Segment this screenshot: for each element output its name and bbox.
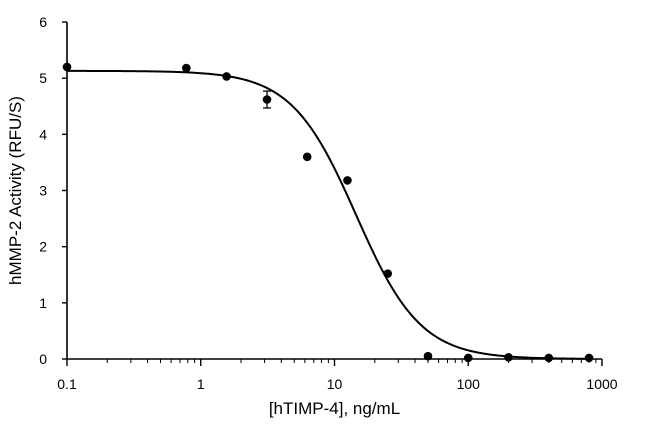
data-point	[262, 95, 272, 104]
data-point	[463, 353, 473, 363]
fit-curve	[67, 69, 590, 360]
x-tick-label: 1	[197, 376, 205, 392]
x-axis-title: [hTIMP-4], ng/mL	[269, 399, 400, 418]
y-tick-label: 4	[39, 126, 47, 142]
data-point	[222, 72, 231, 81]
data-point	[302, 152, 312, 162]
data-point	[504, 353, 513, 362]
data-point	[544, 353, 554, 363]
y-tick-label: 6	[39, 14, 47, 30]
y-tick-label: 1	[39, 295, 47, 311]
x-tick-label: 0.1	[57, 376, 77, 392]
y-tick-label: 5	[39, 70, 47, 86]
x-tick-label: 10	[327, 376, 343, 392]
data-point	[62, 62, 72, 72]
y-tick-label: 0	[39, 351, 47, 367]
x-axis: 0.1 1 10 100 1000	[57, 358, 618, 392]
data-point	[182, 63, 191, 73]
data-point	[343, 176, 352, 185]
data-point	[584, 353, 594, 363]
data-point	[423, 351, 433, 361]
y-axis-title: hMMP-2 Activity (RFU/S)	[6, 96, 25, 285]
y-axis: 0 1 2 3 4 5 6	[39, 14, 68, 367]
y-tick-label: 2	[39, 239, 47, 255]
x-tick-label: 100	[457, 376, 481, 392]
y-tick-label: 3	[39, 183, 47, 199]
x-tick-label: 1000	[586, 376, 617, 392]
data-point	[383, 269, 393, 278]
